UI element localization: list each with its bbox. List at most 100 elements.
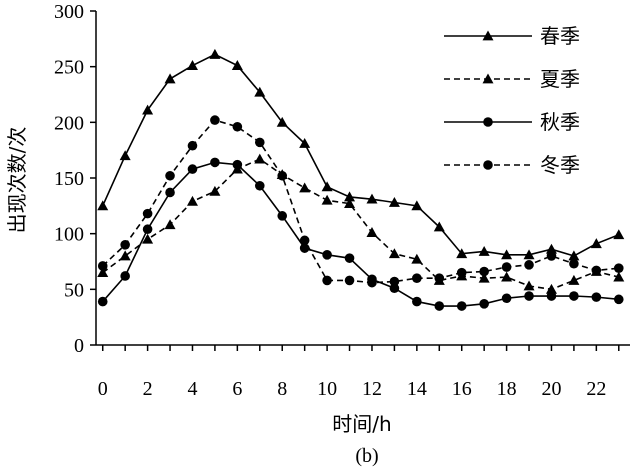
data-point (367, 277, 377, 288)
x-tick-label: 8 (277, 378, 287, 400)
x-tick-label: 10 (317, 378, 337, 400)
data-point (591, 292, 602, 302)
data-point (119, 150, 131, 161)
data-point (478, 272, 490, 283)
data-point (254, 153, 266, 164)
data-point (97, 261, 108, 271)
legend-label: 春季 (540, 24, 580, 48)
data-point (209, 48, 221, 59)
series-line (102, 161, 619, 307)
data-point (232, 159, 243, 170)
legend-item: 春季 (444, 24, 580, 48)
data-point (501, 249, 513, 260)
data-point (434, 273, 445, 284)
data-point (165, 187, 175, 198)
data-point (277, 170, 288, 181)
data-point (254, 137, 265, 148)
data-point (97, 267, 109, 278)
data-point (411, 253, 423, 264)
data-point (545, 283, 557, 294)
data-point (97, 296, 108, 307)
legend-marker (482, 30, 494, 41)
data-point (321, 194, 333, 205)
data-point (366, 227, 378, 237)
data-point (299, 182, 311, 193)
data-point (210, 115, 220, 125)
data-point (389, 283, 400, 294)
data-point (366, 193, 378, 204)
series-2 (97, 153, 625, 294)
x-tick-label: 4 (187, 378, 197, 400)
data-point (276, 116, 288, 127)
data-point (411, 200, 423, 211)
legend-item: 夏季 (444, 67, 580, 91)
y-tick-label: 300 (54, 1, 84, 23)
figure-caption: (b) (355, 445, 378, 467)
data-point (389, 276, 400, 287)
data-point (613, 263, 624, 273)
data-point (231, 60, 243, 70)
legend-marker (482, 73, 494, 84)
data-point (545, 243, 557, 254)
data-point (433, 221, 445, 232)
data-point (456, 267, 467, 278)
data-point (523, 280, 535, 291)
data-point (412, 273, 422, 284)
data-point (322, 275, 332, 286)
legend-item: 冬季 (444, 153, 580, 177)
x-axis-ticks: 0 2 4 6 8 10 12 14 16 18 20 22 (98, 345, 620, 400)
data-point (186, 195, 198, 206)
data-point (254, 180, 265, 191)
data-point (209, 185, 221, 196)
data-point (501, 271, 513, 282)
data-point (322, 250, 332, 260)
legend-label: 冬季 (540, 153, 580, 177)
legend-marker (483, 160, 493, 170)
data-point (142, 208, 153, 219)
y-tick-label: 100 (54, 224, 84, 246)
x-tick-label: 18 (497, 378, 517, 400)
series-3 (97, 157, 624, 311)
data-point (501, 293, 512, 304)
x-tick-label: 6 (232, 378, 242, 400)
data-point (479, 299, 489, 309)
x-axis-title: 时间/h (332, 412, 391, 436)
data-point (210, 157, 220, 168)
data-point (164, 73, 176, 84)
legend-label: 秋季 (540, 110, 580, 134)
data-point (569, 291, 579, 301)
data-point (299, 137, 311, 148)
data-point (344, 275, 355, 286)
data-point (388, 196, 400, 207)
legend-marker (483, 117, 493, 127)
data-point (119, 250, 131, 261)
legend-label: 夏季 (540, 67, 580, 91)
data-point (344, 198, 356, 209)
data-point (613, 294, 624, 305)
y-tick-label: 250 (54, 57, 84, 79)
y-tick-label: 50 (64, 279, 84, 301)
series-line (102, 158, 619, 291)
data-point (523, 249, 535, 260)
data-point (344, 253, 355, 263)
data-point (142, 104, 154, 115)
data-point (388, 248, 400, 259)
series-layer (97, 48, 625, 311)
x-tick-label: 12 (362, 378, 382, 400)
data-point (524, 291, 534, 301)
data-point (321, 181, 333, 192)
data-point (478, 245, 490, 256)
data-point (164, 219, 176, 230)
data-point (569, 258, 579, 269)
data-point (524, 260, 534, 270)
data-point (590, 238, 602, 249)
data-point (254, 86, 266, 97)
y-tick-label: 150 (54, 168, 84, 190)
y-axis-title: 出现次数/次 (5, 127, 29, 234)
data-point (568, 274, 580, 285)
data-point (120, 271, 130, 281)
data-point (97, 200, 109, 211)
data-point (591, 265, 602, 276)
data-point (479, 266, 489, 277)
